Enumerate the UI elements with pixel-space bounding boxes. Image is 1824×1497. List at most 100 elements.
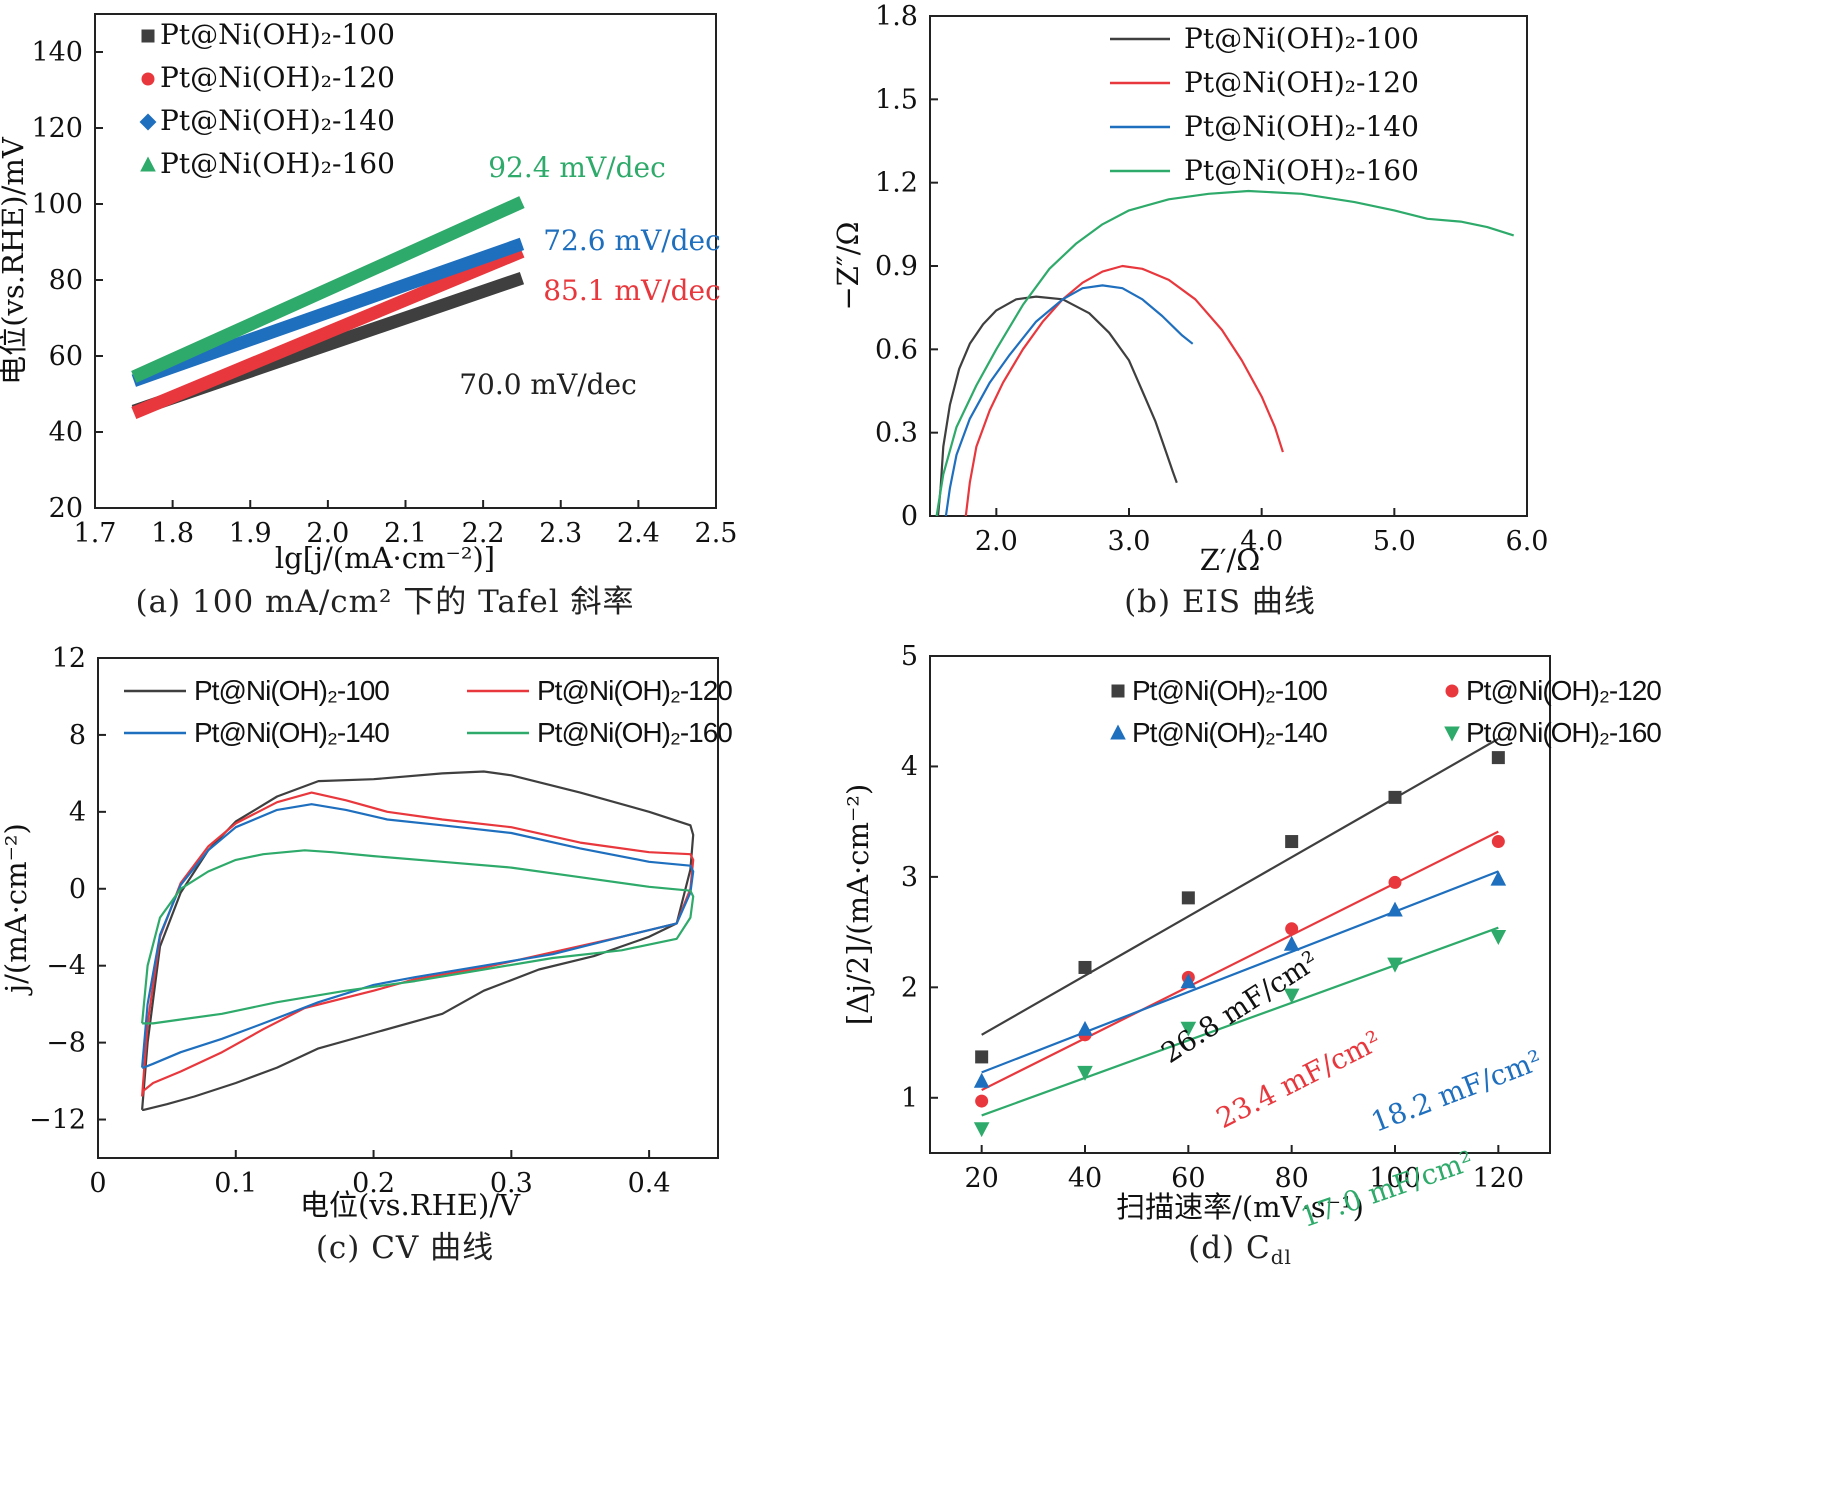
- panel-a-tafel: 1.7 1.8 1.9 2.0 2.1 2.2 2.3 2.4 2.5 20 40 60 80 100 12…: [0, 13, 737, 620]
- y-tick-label: 20: [49, 493, 83, 524]
- data-point: [975, 1050, 989, 1064]
- x-tick-label: 120: [1473, 1163, 1525, 1194]
- eis-curve: [944, 284, 1194, 517]
- data-point: [1491, 835, 1505, 849]
- x-axis-label: Z′/Ω: [1200, 543, 1261, 577]
- panel-caption: (c) CV 曲线: [316, 1230, 494, 1266]
- fit-line: [981, 926, 1499, 1117]
- x-tick-label: 2.3: [539, 518, 582, 549]
- y-tick-label: 80: [49, 265, 83, 296]
- data-point: [1110, 724, 1126, 740]
- y-tick-label: 140: [31, 37, 83, 68]
- legend-entry: Pt@Ni(OH)₂-140: [1184, 110, 1419, 143]
- data-point: [1387, 957, 1403, 973]
- y-tick-label: 40: [49, 417, 83, 448]
- y-axis-label: −Z″/Ω: [831, 221, 865, 310]
- x-tick-label: 3.0: [1108, 526, 1151, 557]
- data-point: [139, 113, 157, 131]
- x-tick-label: 100: [1369, 1163, 1421, 1194]
- legend-entry: Pt@Ni(OH)₂-140: [160, 104, 395, 137]
- panel-d-cdl: 20 40 60 80 100 120 1 2 3 4 5 扫描速率/(mV·s⁻¹) [Δj/2]/(…: [841, 641, 1662, 1269]
- legend-entry: Pt@Ni(OH)₂-100: [194, 675, 389, 706]
- eis-curve: [964, 264, 1284, 517]
- panel-c-cv: 0 0.1 0.2 0.3 0.4 −12 −8 −4 0 4 8 12 电位(vs.RHE)/V j/(…: [0, 643, 733, 1266]
- data-point: [1111, 684, 1125, 698]
- y-axis-label: j/(mA·cm⁻²): [0, 823, 33, 996]
- x-tick-label: 5.0: [1373, 526, 1416, 557]
- slope-label: 70.0 mV/dec: [459, 368, 637, 401]
- caption-subscript: dl: [1271, 1245, 1292, 1269]
- y-tick-label: 1.2: [875, 168, 918, 199]
- y-tick-label: 0.6: [875, 334, 918, 365]
- y-tick-label: −8: [46, 1028, 86, 1059]
- legend-entry: Pt@Ni(OH)₂-120: [160, 61, 395, 94]
- y-tick-label: −12: [29, 1105, 86, 1136]
- data-point: [1388, 875, 1402, 889]
- x-tick-label: 6.0: [1506, 526, 1549, 557]
- data-point: [1444, 726, 1460, 742]
- x-tick-label: 2.1: [384, 518, 427, 549]
- slope-label: 72.6 mV/dec: [543, 224, 721, 257]
- fit-line: [981, 737, 1499, 1036]
- x-tick-label: 80: [1274, 1163, 1308, 1194]
- x-tick-label: 1.9: [229, 518, 272, 549]
- legend-entry: Pt@Ni(OH)₂-160: [1184, 154, 1419, 187]
- x-tick-label: 1.8: [151, 518, 194, 549]
- x-tick-label: 2.0: [306, 518, 349, 549]
- x-tick-label: 4.0: [1240, 526, 1283, 557]
- tafel-line: [131, 245, 525, 420]
- data-point: [140, 156, 156, 172]
- data-point: [1387, 901, 1403, 917]
- data-point: [1077, 1020, 1093, 1036]
- x-tick-label: 2.2: [462, 518, 505, 549]
- data-point: [1285, 922, 1299, 936]
- y-tick-label: 5: [901, 641, 918, 672]
- slope-label: 85.1 mV/dec: [543, 274, 721, 307]
- panel-caption: (a) 100 mA/cm² 下的 Tafel 斜率: [135, 584, 634, 620]
- y-tick-label: 4: [69, 797, 86, 828]
- data-point: [973, 1122, 990, 1138]
- x-tick-label: 2.0: [975, 526, 1018, 557]
- x-tick-label: 1.7: [74, 518, 117, 549]
- data-point: [1181, 891, 1195, 905]
- cv-curve: [141, 791, 695, 1097]
- data-point: [1490, 870, 1507, 886]
- data-point: [1491, 751, 1505, 765]
- legend-entry: Pt@Ni(OH)₂-160: [1466, 717, 1661, 748]
- legend-entry: Pt@Ni(OH)₂-160: [537, 717, 732, 748]
- y-axis-label: 电位(vs.RHE)/mV: [0, 136, 30, 385]
- y-tick-label: 1: [901, 1083, 918, 1114]
- y-tick-label: 8: [69, 720, 86, 751]
- fit-line: [981, 830, 1499, 1092]
- x-tick-label: 0.2: [352, 1168, 395, 1199]
- y-tick-label: 0.9: [875, 251, 918, 282]
- x-tick-label: 40: [1068, 1163, 1102, 1194]
- x-tick-label: 2.4: [617, 518, 660, 549]
- data-point: [1285, 835, 1299, 849]
- plot-frame: [97, 657, 719, 1159]
- legend-entry: Pt@Ni(OH)₂-100: [1132, 675, 1327, 706]
- data-point: [1445, 684, 1459, 698]
- fit-line: [981, 870, 1499, 1074]
- y-tick-label: 120: [31, 113, 83, 144]
- y-tick-label: 0: [901, 501, 918, 532]
- x-axis-label: 电位(vs.RHE)/V: [300, 1188, 521, 1222]
- y-tick-label: 1.8: [875, 1, 918, 32]
- legend-entry: Pt@Ni(OH)₂-120: [537, 675, 732, 706]
- data-point: [141, 72, 155, 86]
- data-point: [1283, 935, 1300, 951]
- legend-entry: Pt@Ni(OH)₂-160: [160, 147, 395, 180]
- plot-frame: [929, 655, 1551, 1154]
- data-point: [1180, 1021, 1197, 1037]
- eis-curve: [936, 295, 1178, 517]
- y-tick-label: −4: [46, 951, 86, 982]
- y-tick-label: 3: [901, 862, 918, 893]
- panel-caption: (b) EIS 曲线: [1124, 584, 1316, 620]
- panel-caption: (d) Cdl: [1188, 1230, 1292, 1269]
- fit-label: 18.2 mF/cm²: [1367, 1043, 1547, 1138]
- fit-label: 26.8 mF/cm²: [1155, 944, 1324, 1070]
- x-tick-label: 0.1: [214, 1168, 257, 1199]
- y-tick-label: 60: [49, 341, 83, 372]
- legend-entry: Pt@Ni(OH)₂-140: [194, 717, 389, 748]
